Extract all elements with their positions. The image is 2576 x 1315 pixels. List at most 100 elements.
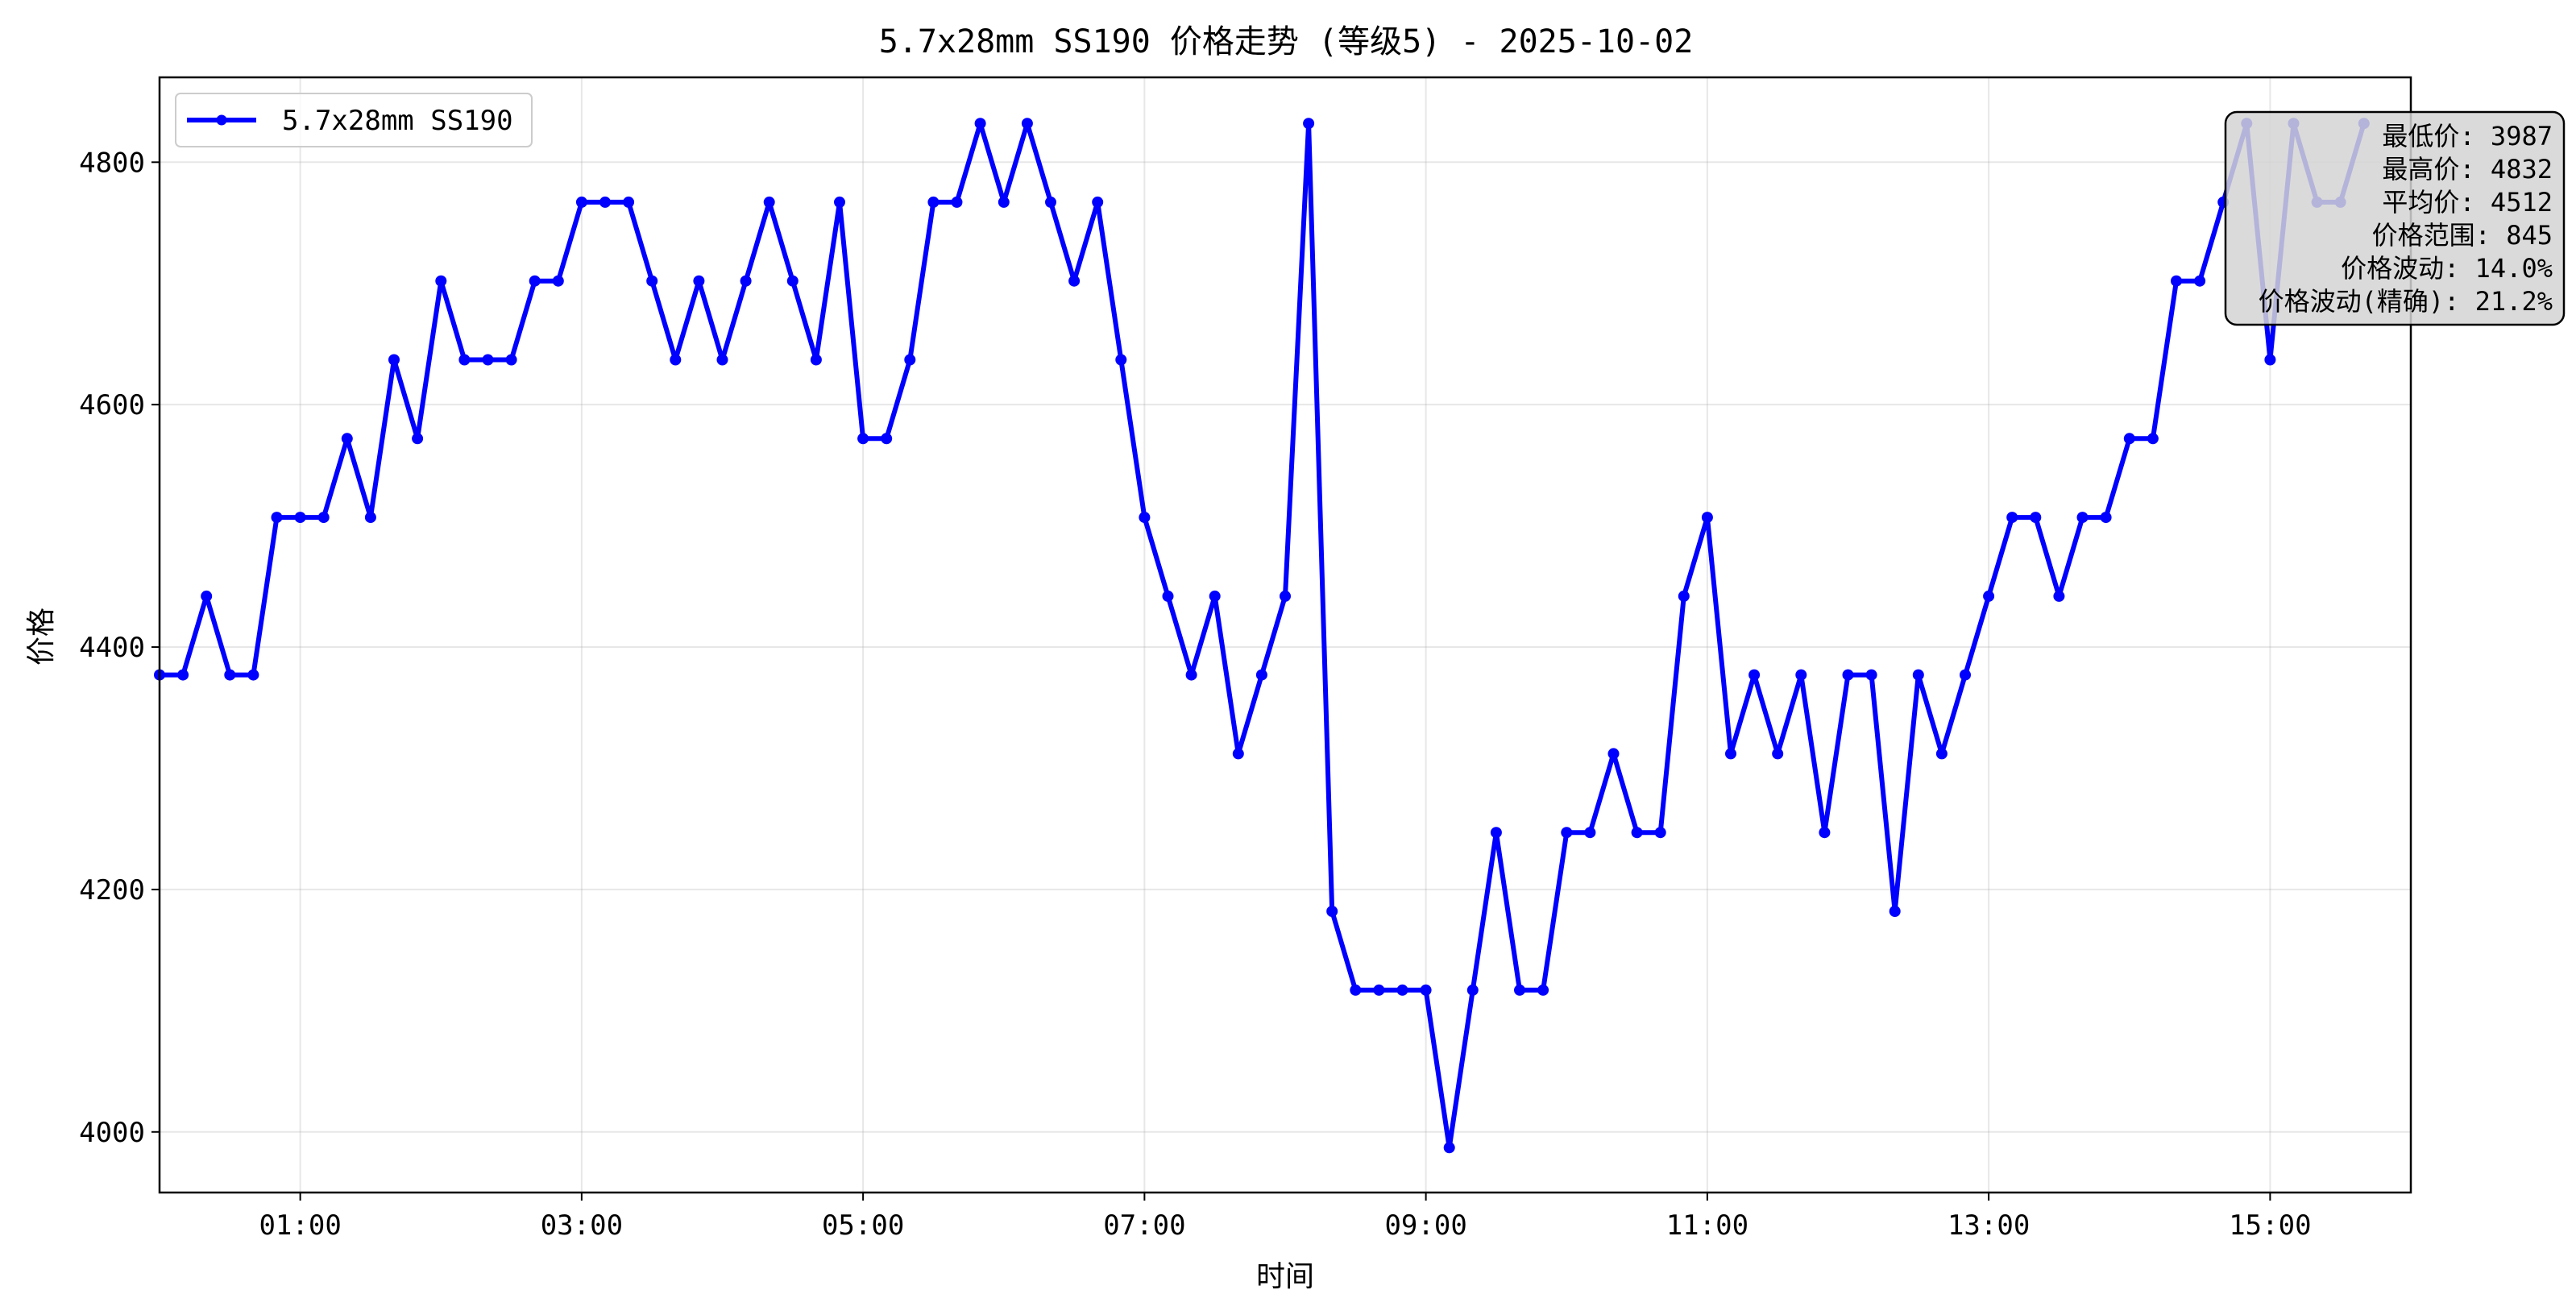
y-tick-label-2: 4400 [79,632,145,664]
data-point-75 [1912,669,1924,681]
data-point-22 [670,354,682,366]
data-point-61 [1584,827,1596,839]
data-point-25 [740,275,752,287]
data-point-31 [881,433,893,445]
data-point-10 [388,354,400,366]
data-point-42 [1139,512,1151,524]
data-point-24 [716,354,728,366]
legend-marker-swatch [216,114,227,126]
data-point-59 [1537,984,1549,996]
x-tick-label-7: 15:00 [2229,1209,2311,1242]
data-point-77 [1960,669,1971,681]
data-point-82 [2076,512,2089,524]
chart-title: 5.7x28mm SS190 价格走势 (等级5) - 2025-10-02 [879,23,1694,60]
data-point-48 [1280,590,1291,602]
data-point-36 [998,196,1010,208]
data-point-33 [927,196,940,208]
data-point-12 [435,275,447,287]
stats-box-frame [2224,110,2566,326]
data-point-71 [1819,827,1831,839]
x-tick-label-3: 07:00 [1103,1209,1185,1242]
x-axis-label: 时间 [1256,1260,1314,1293]
data-point-30 [857,433,869,445]
data-point-50 [1326,906,1338,917]
data-point-64 [1654,827,1666,839]
data-point-52 [1373,984,1385,996]
data-point-4 [247,669,259,681]
data-point-90 [2264,354,2276,366]
data-point-21 [646,275,658,287]
data-point-45 [1209,590,1221,602]
x-tick-label-1: 03:00 [541,1209,623,1242]
data-point-83 [2100,512,2112,524]
data-point-68 [1748,669,1761,681]
data-point-1 [177,669,189,681]
x-tick-label-2: 05:00 [822,1209,904,1242]
data-point-41 [1115,354,1127,366]
x-tick-label-0: 01:00 [259,1209,341,1242]
data-point-35 [974,118,986,130]
data-point-80 [2030,512,2042,524]
data-point-15 [505,354,517,366]
axis-ticks: 01:00 03:00 05:00 07:00 09:00 11:00 13:00 15:00… [79,147,2311,1242]
data-point-67 [1725,748,1736,760]
stats-line-4: 价格波动: 14.0% [2341,253,2553,284]
data-point-81 [2053,590,2065,602]
data-point-53 [1396,984,1408,996]
data-point-74 [1889,906,1901,917]
y-tick-label-0: 4000 [79,1117,145,1149]
data-point-65 [1678,590,1690,602]
data-point-8 [341,433,353,445]
data-point-19 [599,196,611,208]
data-point-69 [1772,748,1784,760]
data-point-37 [1021,118,1033,130]
legend-label-series: 5.7x28mm SS190 [282,105,513,137]
data-point-85 [2147,433,2159,445]
data-point-16 [529,275,541,287]
data-point-51 [1350,984,1362,996]
x-tick-label-6: 13:00 [1948,1209,2030,1242]
x-tick-label-5: 11:00 [1666,1209,1748,1242]
data-point-6 [294,512,306,524]
stats-line-3: 价格范围: 845 [2372,220,2553,251]
data-point-2 [201,590,213,602]
data-point-79 [2006,512,2018,524]
data-point-18 [575,196,587,208]
data-point-17 [552,275,564,287]
data-point-63 [1631,827,1643,839]
data-point-43 [1162,590,1174,602]
data-point-32 [904,354,916,366]
data-point-46 [1232,748,1244,760]
data-point-7 [317,512,330,524]
y-tick-label-3: 4600 [79,389,145,421]
y-tick-label-1: 4200 [79,874,145,906]
y-axis-label: 价格 [25,608,58,666]
stats-line-0: 最低价: 3987 [2382,121,2553,151]
data-point-57 [1490,827,1502,839]
data-point-47 [1255,669,1267,681]
legend: 5.7x28mm SS190 [175,93,533,147]
data-point-76 [1935,748,1948,760]
stats-line-2: 平均价: 4512 [2382,187,2553,218]
data-point-5 [271,512,283,524]
data-point-38 [1045,196,1056,208]
data-point-26 [763,196,775,208]
data-point-14 [482,354,494,366]
data-point-54 [1420,984,1432,996]
data-point-62 [1607,748,1620,760]
x-tick-label-4: 09:00 [1384,1209,1466,1242]
data-point-34 [951,196,963,208]
data-point-55 [1443,1142,1455,1154]
data-point-28 [810,354,822,366]
data-point-49 [1303,118,1315,130]
data-point-78 [1983,590,1995,602]
data-point-23 [693,275,705,287]
data-point-87 [2194,275,2206,287]
data-point-40 [1092,196,1104,208]
grid-lines [160,77,2411,1193]
data-point-27 [786,275,799,287]
